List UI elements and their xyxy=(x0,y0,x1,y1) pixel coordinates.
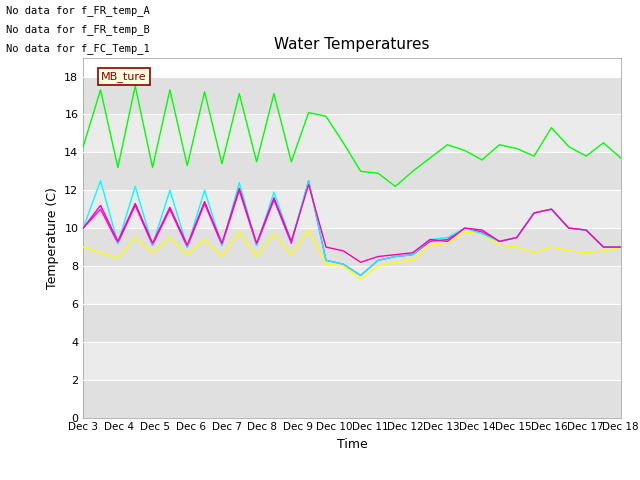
Bar xyxy=(83,152,621,190)
Bar xyxy=(83,380,621,418)
Text: No data for f_FR_temp_A: No data for f_FR_temp_A xyxy=(6,5,150,16)
Text: No data for f_FR_temp_B: No data for f_FR_temp_B xyxy=(6,24,150,35)
Text: No data for f_FC_Temp_1: No data for f_FC_Temp_1 xyxy=(6,43,150,54)
Legend: FR_temp_C, WaterT, CondTemp, MDTemp_A, WaterTemp_CTD: FR_temp_C, WaterT, CondTemp, MDTemp_A, W… xyxy=(92,477,612,480)
Bar xyxy=(83,190,621,228)
Bar xyxy=(83,76,621,114)
X-axis label: Time: Time xyxy=(337,438,367,451)
Bar xyxy=(83,266,621,304)
Bar xyxy=(83,304,621,342)
Bar xyxy=(83,114,621,152)
Bar xyxy=(83,228,621,266)
Bar xyxy=(83,342,621,380)
Text: MB_ture: MB_ture xyxy=(101,71,147,82)
Title: Water Temperatures: Water Temperatures xyxy=(275,37,429,52)
Y-axis label: Temperature (C): Temperature (C) xyxy=(45,187,59,288)
